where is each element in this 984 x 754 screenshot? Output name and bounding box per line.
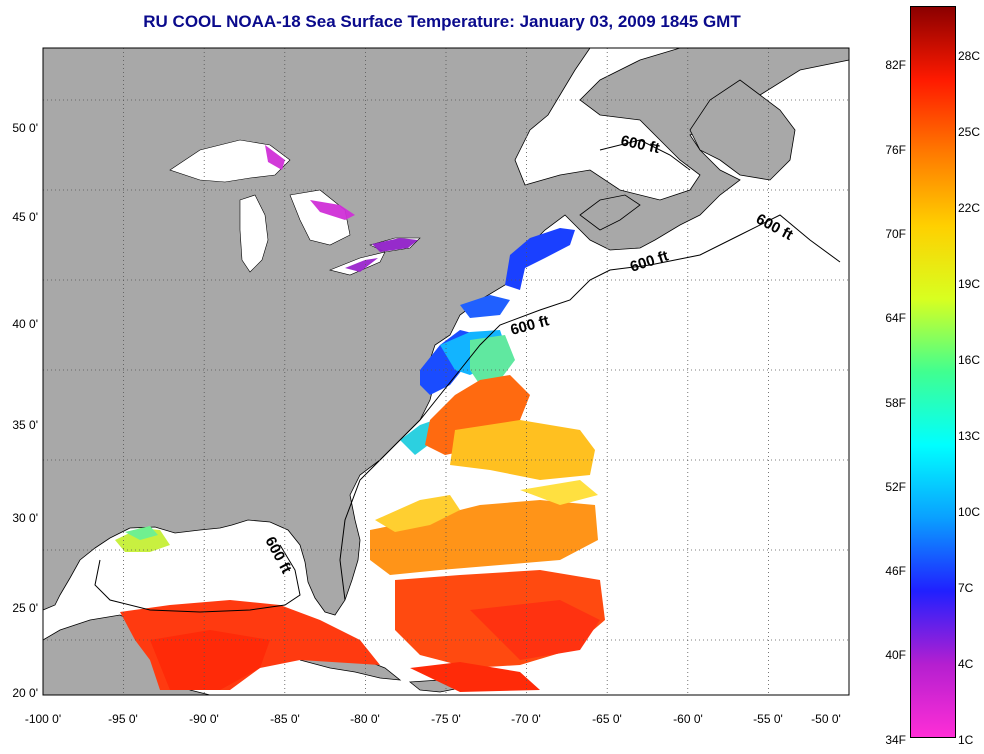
sst-gulf-of-maine	[505, 228, 575, 290]
lon-tick-label: -55 0'	[753, 712, 783, 726]
colorbar-fahrenheit-label: 82F	[885, 58, 906, 72]
lon-tick-label: -60 0'	[673, 712, 703, 726]
lat-tick-label: 25 0'	[12, 601, 38, 615]
colorbar-fahrenheit-label: 40F	[885, 648, 906, 662]
lon-tick-label: -95 0'	[108, 712, 138, 726]
lat-tick-label: 35 0'	[12, 418, 38, 432]
temperature-colorbar	[910, 6, 956, 738]
colorbar-fahrenheit-label: 46F	[885, 564, 906, 578]
lat-tick-label: 45 0'	[12, 210, 38, 224]
lon-tick-label: -50 0'	[811, 712, 841, 726]
colorbar-celsius-label: 10C	[958, 505, 981, 519]
sst-gulf-stream	[425, 375, 530, 455]
colorbar-celsius-label: 16C	[958, 353, 981, 367]
colorbar-celsius-label: 7C	[958, 581, 974, 595]
colorbar-fahrenheit-label: 76F	[885, 143, 906, 157]
lake-huron	[289, 189, 351, 246]
colorbar-celsius-label: 28C	[958, 49, 981, 63]
land	[42, 47, 850, 696]
sst-data	[115, 228, 605, 692]
colorbar-fahrenheit-label: 34F	[885, 733, 906, 747]
great-lakes	[169, 139, 421, 276]
colorbar-fahrenheit-label: 52F	[885, 480, 906, 494]
colorbar-celsius-label: 4C	[958, 657, 974, 671]
colorbar-celsius-label: 1C	[958, 733, 974, 747]
isobath-600ft	[94, 139, 841, 613]
lon-tick-label: -90 0'	[189, 712, 219, 726]
colorbar-celsius-label: 13C	[958, 429, 981, 443]
colorbar-fahrenheit-label: 58F	[885, 396, 906, 410]
lat-tick-label: 40 0'	[12, 317, 38, 331]
colorbar-celsius-label: 22C	[958, 201, 981, 215]
map-title: RU COOL NOAA-18 Sea Surface Temperature:…	[143, 12, 741, 31]
lat-tick-label: 20 0'	[12, 686, 38, 700]
lon-tick-label: -65 0'	[592, 712, 622, 726]
lon-tick-label: -80 0'	[350, 712, 380, 726]
colorbar-fahrenheit-label: 70F	[885, 227, 906, 241]
lake-michigan	[239, 194, 269, 273]
lon-tick-label: -75 0'	[431, 712, 461, 726]
lat-tick-label: 30 0'	[12, 511, 38, 525]
colorbar-celsius-label: 19C	[958, 277, 981, 291]
land-nova-scotia	[579, 194, 641, 231]
colorbar-fahrenheit-label: 64F	[885, 311, 906, 325]
map-frame	[42, 47, 850, 696]
colorbar-celsius-label: 25C	[958, 125, 981, 139]
lon-tick-label: -85 0'	[270, 712, 300, 726]
lat-tick-label: 50 0'	[12, 121, 38, 135]
lon-tick-label: -100 0'	[24, 712, 62, 726]
lon-tick-label: -70 0'	[511, 712, 541, 726]
lake-sst-patches	[265, 145, 418, 272]
